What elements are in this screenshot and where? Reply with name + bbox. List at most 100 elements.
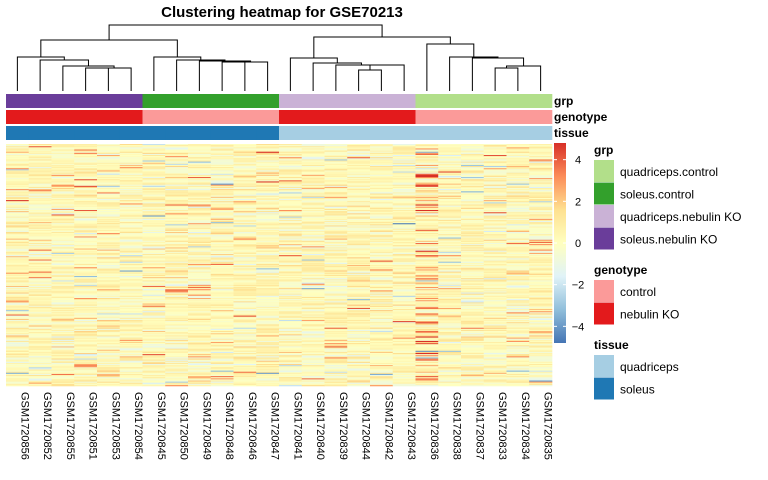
- heatmap-cell: [370, 332, 394, 334]
- heatmap-cell: [483, 183, 507, 185]
- heatmap-cell: [301, 378, 325, 380]
- heatmap-cell: [256, 350, 280, 353]
- heatmap-cell: [256, 215, 280, 217]
- heatmap-cell: [483, 343, 507, 345]
- heatmap-cell: [279, 345, 303, 347]
- heatmap-cell: [74, 338, 98, 341]
- heatmap-cell: [370, 254, 394, 256]
- heatmap-cell: [51, 328, 75, 331]
- heatmap-cell: [461, 188, 485, 190]
- heatmap-cell: [6, 313, 30, 315]
- heatmap-cell: [347, 178, 371, 180]
- heatmap-cell: [119, 357, 143, 359]
- heatmap-cell: [6, 263, 30, 266]
- heatmap-cell: [483, 193, 507, 195]
- heatmap-cell: [51, 261, 75, 264]
- heatmap-cell: [210, 251, 234, 254]
- heatmap-cell: [6, 372, 30, 375]
- heatmap-cell: [97, 213, 121, 215]
- heatmap-cell: [256, 185, 280, 188]
- heatmap-cell: [6, 349, 30, 352]
- heatmap-cell: [188, 295, 212, 298]
- heatmap-cell: [347, 268, 371, 270]
- heatmap-cell: [165, 233, 189, 235]
- heatmap-cell: [483, 299, 507, 301]
- heatmap-cell: [438, 213, 462, 215]
- heatmap-cell: [233, 362, 257, 365]
- heatmap-cell: [483, 225, 507, 227]
- heatmap-cell: [6, 215, 30, 217]
- heatmap-cell: [324, 292, 348, 294]
- heatmap-cell: [347, 173, 371, 176]
- heatmap-cell: [301, 335, 325, 337]
- heatmap-cell: [370, 163, 394, 166]
- heatmap-cell: [301, 240, 325, 243]
- heatmap-cell: [301, 285, 325, 288]
- heatmap-cell: [74, 199, 98, 201]
- heatmap-cell: [256, 189, 280, 191]
- heatmap-cell: [6, 302, 30, 304]
- heatmap-cell: [370, 378, 394, 380]
- heatmap-cell: [279, 314, 303, 316]
- heatmap-cell: [347, 184, 371, 187]
- heatmap-cell: [438, 195, 462, 198]
- heatmap-cell: [51, 195, 75, 198]
- heatmap-cell: [74, 276, 98, 278]
- heatmap-cell: [370, 384, 394, 387]
- heatmap-cell: [370, 313, 394, 315]
- heatmap-cell: [301, 227, 325, 229]
- heatmap-cell: [392, 293, 416, 295]
- heatmap-cell: [97, 230, 121, 233]
- heatmap-cell: [210, 224, 234, 226]
- heatmap-cell: [415, 349, 439, 352]
- heatmap-cell: [28, 382, 52, 385]
- heatmap-cell: [370, 291, 394, 293]
- heatmap-cell: [415, 241, 439, 244]
- heatmap-cell: [51, 300, 75, 302]
- heatmap-cell: [483, 144, 507, 146]
- heatmap-cell: [233, 178, 257, 180]
- heatmap-cell: [28, 301, 52, 303]
- heatmap-cell: [461, 291, 485, 293]
- heatmap-cell: [233, 346, 257, 348]
- heatmap-cell: [438, 247, 462, 249]
- heatmap-cell: [233, 147, 257, 149]
- heatmap-cell: [188, 208, 212, 211]
- heatmap-cell: [6, 306, 30, 309]
- heatmap-cell: [210, 215, 234, 217]
- heatmap-cell: [119, 307, 143, 310]
- heatmap-cell: [483, 322, 507, 324]
- heatmap-cell: [256, 246, 280, 248]
- heatmap-cell: [347, 245, 371, 247]
- heatmap-cell: [28, 361, 52, 364]
- heatmap-cell: [97, 326, 121, 328]
- heatmap-cell: [97, 291, 121, 293]
- heatmap-cell: [347, 256, 371, 258]
- heatmap-cell: [97, 243, 121, 245]
- heatmap-cell: [6, 194, 30, 196]
- heatmap-cell: [483, 323, 507, 325]
- heatmap-cell: [370, 215, 394, 217]
- heatmap-cell: [392, 202, 416, 204]
- heatmap-cell: [119, 160, 143, 162]
- heatmap-cell: [461, 168, 485, 170]
- heatmap-cell: [28, 307, 52, 310]
- heatmap-cell: [483, 170, 507, 172]
- heatmap-cell: [324, 197, 348, 200]
- heatmap-cell: [256, 265, 280, 267]
- heatmap-cell: [415, 196, 439, 199]
- heatmap-cell: [415, 365, 439, 367]
- heatmap-cell: [324, 202, 348, 204]
- heatmap-cell: [415, 280, 439, 282]
- heatmap-cell: [301, 218, 325, 221]
- heatmap-cell: [233, 373, 257, 376]
- heatmap-cell: [483, 359, 507, 361]
- heatmap-cell: [233, 200, 257, 202]
- heatmap-cell: [210, 340, 234, 343]
- heatmap-cell: [188, 166, 212, 168]
- heatmap-cell: [142, 201, 166, 203]
- heatmap-cell: [210, 180, 234, 182]
- heatmap-cell: [301, 365, 325, 367]
- heatmap-cell: [28, 303, 52, 305]
- heatmap-cell: [97, 380, 121, 382]
